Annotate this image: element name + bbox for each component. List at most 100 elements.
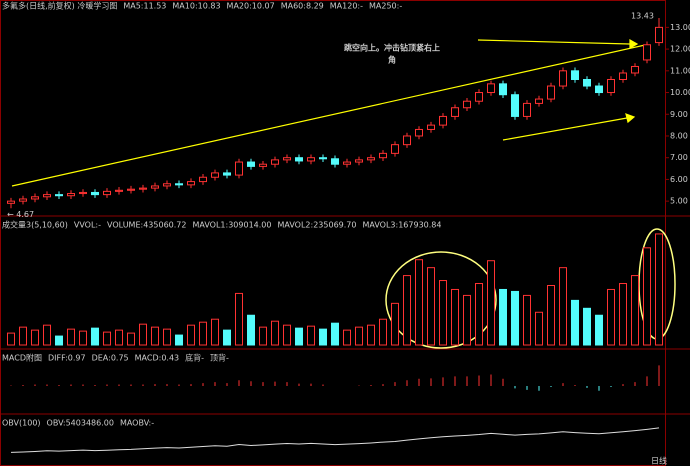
candle-body xyxy=(319,157,327,160)
header-item: MA120:- xyxy=(330,2,363,11)
candle-body xyxy=(127,188,135,191)
candle-body xyxy=(211,172,219,178)
price-label: 13.43 xyxy=(631,12,654,21)
header-item: VVOL:- xyxy=(74,221,101,230)
volume-bar xyxy=(571,299,579,346)
y-tick-label: 10.00 xyxy=(670,88,690,97)
y-tick-label: 11.00 xyxy=(670,66,690,75)
volume-bar xyxy=(535,311,543,346)
volume-bar xyxy=(463,294,471,346)
volume-bar xyxy=(67,328,75,346)
trend-arrows xyxy=(11,38,646,187)
volume-bar xyxy=(439,280,447,346)
candle-body xyxy=(379,152,387,159)
volume-bar xyxy=(331,322,339,346)
volume-bar xyxy=(235,292,243,346)
volume-bar xyxy=(403,275,411,346)
candle-body xyxy=(367,157,375,161)
obv-line xyxy=(10,427,660,453)
candle-body xyxy=(163,183,171,187)
volume-bar xyxy=(115,329,123,346)
candle-body xyxy=(427,124,435,130)
volume-bar xyxy=(91,327,99,346)
candle-body xyxy=(583,79,591,87)
volume-bar xyxy=(127,332,135,346)
volume-bar xyxy=(271,320,279,346)
header-item: MA250:- xyxy=(369,2,402,11)
volume-bar xyxy=(175,334,183,346)
candle-body xyxy=(343,161,351,165)
candle-body xyxy=(67,193,75,197)
candle-body xyxy=(31,196,39,200)
candle-body xyxy=(403,135,411,146)
candle-body xyxy=(19,198,27,202)
panel-title: OBV(100) xyxy=(2,419,41,428)
candle-body xyxy=(595,85,603,94)
candle-body xyxy=(307,157,315,162)
volume-bar xyxy=(283,324,291,346)
y-tick-label: 8.00 xyxy=(670,131,688,140)
candle-body xyxy=(619,72,627,81)
header-item: 底背- xyxy=(185,353,204,363)
candle-body xyxy=(523,102,531,117)
candle-body xyxy=(283,157,291,161)
candle-body xyxy=(271,159,279,165)
candle-body xyxy=(115,189,123,192)
volume-bar xyxy=(391,302,399,346)
candle-body xyxy=(547,85,555,100)
y-tick-label: 12.00 xyxy=(670,45,690,54)
candle-body xyxy=(7,200,15,204)
header-item: OBV:5403486.00 xyxy=(47,419,114,428)
candle-body xyxy=(487,83,495,94)
candle-body xyxy=(151,185,159,189)
header-item: MAVOL3:167930.84 xyxy=(362,221,441,230)
candle-body xyxy=(463,100,471,109)
candle-body xyxy=(559,70,567,87)
candle-body xyxy=(247,161,255,167)
volume-bar xyxy=(31,329,39,346)
candle-body xyxy=(607,79,615,94)
volume-bar xyxy=(355,326,363,346)
y-tick-label: 5.00 xyxy=(670,197,688,206)
volume-bar xyxy=(655,233,663,346)
candle-body xyxy=(511,94,519,117)
volume-bar xyxy=(631,275,639,346)
header-item: MAVOL1:309014.00 xyxy=(192,221,271,230)
header-item: VOLUME:435060.72 xyxy=(107,221,186,230)
header-item: MA20:10.07 xyxy=(227,2,275,11)
candle-body xyxy=(655,26,663,44)
panel-title: 多氟多(日线,前复权) 冷暖学习图 xyxy=(2,1,117,11)
candle-body xyxy=(571,70,579,81)
volume-bar xyxy=(379,318,387,346)
volume-bar xyxy=(187,324,195,346)
volume-bar xyxy=(43,324,51,346)
candle-body xyxy=(259,163,267,167)
volume-bar xyxy=(19,326,27,346)
candle-body xyxy=(43,194,51,198)
candle-body xyxy=(331,158,339,165)
header-item: MA10:10.83 xyxy=(172,2,220,11)
volume-bar xyxy=(427,267,435,346)
candle-body xyxy=(223,172,231,176)
candle-body xyxy=(103,190,111,196)
volume-bar xyxy=(79,330,87,346)
volume-bar xyxy=(487,260,495,346)
header-item: DIFF:0.97 xyxy=(48,354,86,363)
candle-body xyxy=(499,83,507,96)
panel-title: MACD附图 xyxy=(2,353,42,363)
y-tick-label: 13.00 xyxy=(670,23,690,32)
volume-bar xyxy=(583,307,591,346)
volume-bar xyxy=(619,283,627,346)
volume-bar xyxy=(319,328,327,346)
volume-bar xyxy=(163,328,171,346)
y-tick-label: 7.00 xyxy=(670,153,688,162)
volume-bar xyxy=(247,314,255,346)
volume-bar xyxy=(475,283,483,346)
volume-bar xyxy=(223,329,231,346)
candle-body xyxy=(475,92,483,102)
candle-body xyxy=(175,183,183,186)
candle-body xyxy=(355,159,363,163)
volume-bar xyxy=(523,294,531,346)
